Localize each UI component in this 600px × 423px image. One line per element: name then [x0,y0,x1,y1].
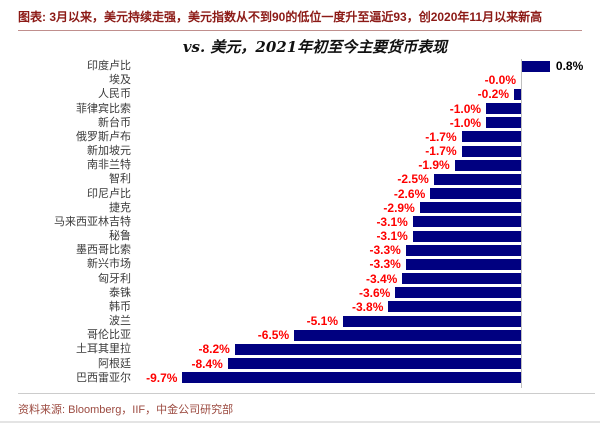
chart-row: 墨西哥比索 -3.3% [0,243,600,257]
bar [405,244,521,256]
value-label: -1.0% [449,101,482,116]
chart-row: 智利 -2.5% [0,172,600,186]
chart-row: 埃及 -0.0% [0,73,600,87]
bar [412,230,521,242]
category-label: 埃及 [109,73,131,87]
value-label: -8.4% [191,356,223,371]
category-label: 捷克 [109,200,131,214]
value-label: -3.8% [352,299,384,314]
value-label: -0.0% [484,73,516,88]
bar [419,202,521,214]
category-label: 印尼卢比 [87,186,131,200]
bar [522,60,550,72]
category-label: 俄罗斯卢布 [76,129,131,143]
value-label: -3.1% [376,229,408,244]
value-label: -2.5% [397,172,429,187]
chart-row: 新兴市场 -3.3% [0,257,600,271]
chart-row: 阿根廷 -8.4% [0,357,600,371]
chart-row: 巴西雷亚尔 -9.7% [0,371,600,385]
bar [486,103,521,115]
value-label: 0.8% [555,59,584,73]
chart-row: 俄罗斯卢布 -1.7% [0,130,600,144]
bar [234,343,521,355]
bar [486,117,521,129]
bar [402,273,521,285]
category-label: 波兰 [109,314,131,328]
caption-underline [18,30,582,31]
category-label: 南非兰特 [87,158,131,172]
bar [430,188,521,200]
chart-title: vs. 美元，2021年初至今主要货币表现 [182,38,448,56]
category-label: 菲律宾比索 [76,101,131,115]
category-label: 印度卢比 [87,59,131,72]
chart-row: 土耳其里拉 -8.2% [0,342,600,356]
chart-row: 秘鲁 -3.1% [0,229,600,243]
category-label: 泰铢 [109,285,131,299]
bar [294,329,521,341]
chart-row: 韩币 -3.8% [0,300,600,314]
bar [433,173,521,185]
category-label: 新加坡元 [87,144,131,158]
value-label: -1.7% [425,129,457,144]
category-label: 人民币 [98,87,131,101]
bar [395,287,521,299]
value-label: -9.7% [146,370,178,385]
category-label: 秘鲁 [109,229,131,243]
value-label: -3.4% [365,271,398,286]
value-label: -3.6% [359,285,391,300]
bar [454,159,521,171]
chart-row: 波兰 -5.1% [0,314,600,328]
value-label: -3.3% [369,243,401,258]
chart-row: 匈牙利 -3.4% [0,272,600,286]
category-label: 智利 [109,172,131,186]
chart-row: 新台币 -1.0% [0,116,600,130]
category-label: 哥伦比亚 [87,328,131,342]
bar [461,131,521,143]
figure-caption: 图表: 3月以来，美元持续走强，美元指数从不到90的低位一度升至逼近93，创20… [18,10,543,24]
bar [412,216,521,228]
category-label: 马来西亚林吉特 [54,214,131,228]
category-label: 新兴市场 [87,257,131,271]
bar [405,258,521,270]
category-label: 阿根廷 [98,356,131,370]
chart-row: 泰铢 -3.6% [0,286,600,300]
value-label: -1.0% [449,115,482,130]
bar [227,358,521,370]
category-label: 新台币 [98,115,131,129]
value-label: -8.2% [198,342,230,357]
value-label: -0.2% [477,87,510,102]
category-label: 土耳其里拉 [76,342,131,356]
chart-row: 捷克 -2.9% [0,201,600,215]
category-label: 巴西雷亚尔 [76,370,131,384]
value-label: -2.6% [393,186,426,201]
bar [514,88,521,100]
chart-row: 新加坡元 -1.7% [0,144,600,158]
value-label: -3.3% [369,257,401,272]
value-label: -1.9% [418,158,450,173]
bar [388,301,521,313]
footer-divider [18,393,595,394]
chart-row: 菲律宾比索 -1.0% [0,102,600,116]
bar [461,145,521,157]
category-label: 匈牙利 [98,271,131,285]
bar [182,372,521,384]
source-note: 资料来源: Bloomberg，IIF，中金公司研究部 [18,404,234,416]
chart-row: 印度卢比 0.8% [0,59,600,73]
zero-axis-line [521,59,522,388]
value-label: -6.5% [257,328,290,343]
bar-chart: 印度卢比 0.8% 埃及 -0.0% 人民币 -0.2% 菲律宾比索 -1.0% 新台币 -1.0… [0,59,600,389]
bar [343,315,521,327]
category-label: 韩币 [109,299,131,313]
category-label: 墨西哥比索 [76,243,131,257]
value-label: -5.1% [306,314,338,329]
chart-row: 南非兰特 -1.9% [0,158,600,172]
value-label: -1.7% [425,144,457,159]
chart-row: 哥伦比亚 -6.5% [0,328,600,342]
chart-row: 马来西亚林吉特 -3.1% [0,215,600,229]
value-label: -3.1% [376,214,408,229]
chart-row: 印尼卢比 -2.6% [0,187,600,201]
chart-row: 人民币 -0.2% [0,87,600,101]
value-label: -2.9% [383,200,415,215]
